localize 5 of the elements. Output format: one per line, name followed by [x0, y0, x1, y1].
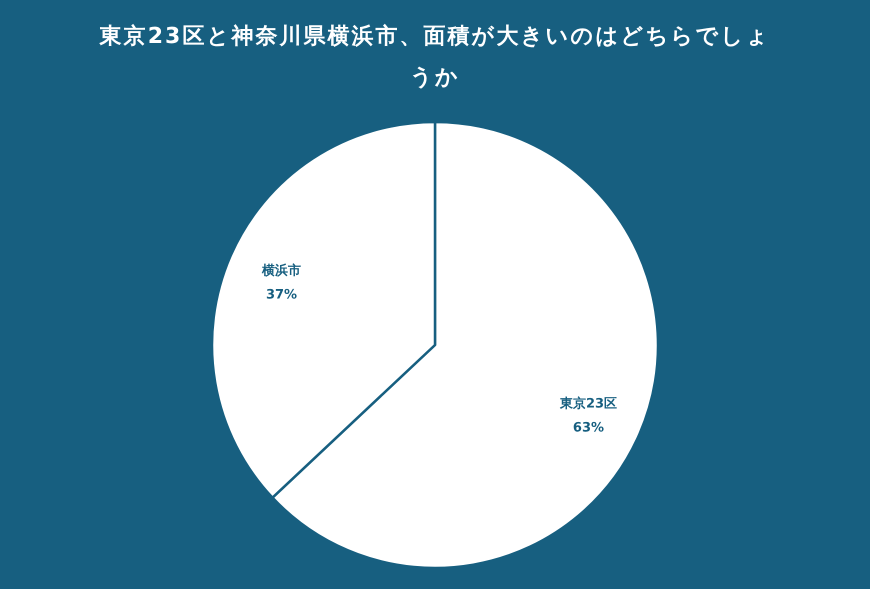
chart-title: 東京23区と神奈川県横浜市、面積が大きいのはどちらでしょうか — [98, 23, 770, 90]
slice-label: 東京23区 — [558, 395, 618, 412]
data-label: 37% — [266, 288, 298, 303]
data-label: 63% — [572, 420, 604, 436]
slice-label: 横浜市 — [261, 262, 302, 279]
